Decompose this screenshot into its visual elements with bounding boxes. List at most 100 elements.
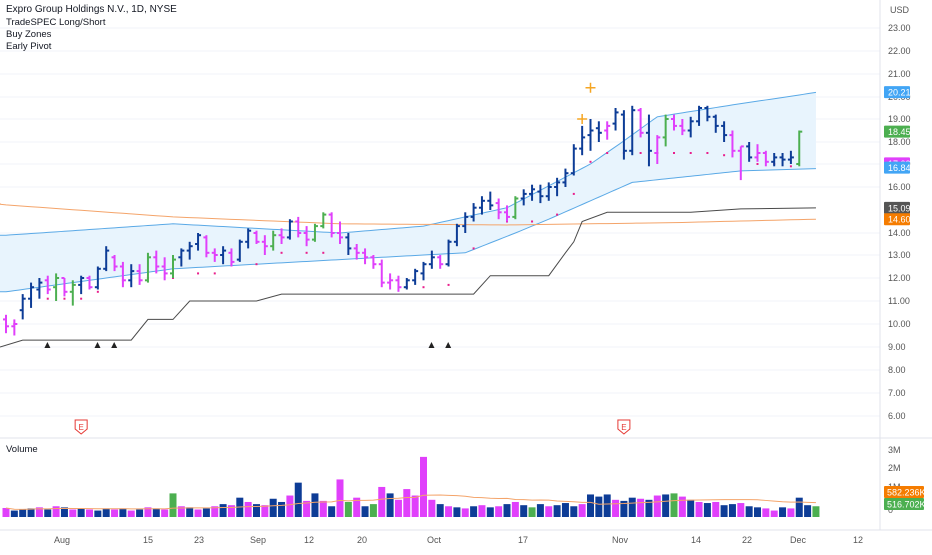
volume-bar[interactable] <box>812 506 820 517</box>
ohlc-bar[interactable] <box>654 135 661 164</box>
volume-bar[interactable] <box>244 501 252 517</box>
volume-bar[interactable] <box>478 505 486 517</box>
volume-bar[interactable] <box>294 482 302 517</box>
volume-bar[interactable] <box>495 506 503 517</box>
ohlc-bar[interactable] <box>520 189 527 206</box>
ohlc-bar[interactable] <box>662 114 669 147</box>
ohlc-bar[interactable] <box>796 130 803 167</box>
volume-bar[interactable] <box>553 505 561 517</box>
ohlc-bar[interactable] <box>712 114 719 133</box>
volume-bar[interactable] <box>453 507 461 517</box>
ohlc-bar[interactable] <box>762 150 769 167</box>
volume-bar[interactable] <box>570 506 578 517</box>
volume-bar[interactable] <box>169 493 177 517</box>
ohlc-bar[interactable] <box>704 105 711 122</box>
ohlc-bar[interactable] <box>144 252 151 283</box>
volume-bar[interactable] <box>94 510 102 517</box>
ohlc-bar[interactable] <box>170 255 176 278</box>
ohlc-bar[interactable] <box>504 205 510 222</box>
volume-bar[interactable] <box>136 509 144 517</box>
ohlc-bar[interactable] <box>128 264 135 288</box>
ohlc-bar[interactable] <box>286 219 293 240</box>
ohlc-bar[interactable] <box>3 314 9 334</box>
volume-bar[interactable] <box>119 508 127 517</box>
volume-bar[interactable] <box>369 504 377 517</box>
ohlc-bar[interactable] <box>161 257 168 281</box>
volume-bar[interactable] <box>762 508 770 517</box>
volume-bar[interactable] <box>603 494 611 517</box>
ohlc-bar[interactable] <box>428 250 435 269</box>
volume-bar[interactable] <box>278 501 286 517</box>
ohlc-bar[interactable] <box>311 223 318 242</box>
volume-bar[interactable] <box>311 493 319 517</box>
volume-label[interactable]: Volume <box>6 444 38 455</box>
ohlc-bar[interactable] <box>353 244 360 260</box>
ohlc-bar[interactable] <box>412 268 419 285</box>
ohlc-bar[interactable] <box>253 230 260 244</box>
volume-bar[interactable] <box>161 509 169 517</box>
ohlc-bar[interactable] <box>687 116 694 138</box>
ohlc-bar[interactable] <box>779 153 786 167</box>
ohlc-bar[interactable] <box>236 239 243 262</box>
ohlc-bar[interactable] <box>620 110 627 160</box>
ohlc-bar[interactable] <box>211 248 218 262</box>
volume-bar[interactable] <box>361 506 369 517</box>
ohlc-bar[interactable] <box>245 228 252 249</box>
volume-bar[interactable] <box>637 498 645 517</box>
ohlc-bar[interactable] <box>462 212 469 233</box>
ohlc-bar[interactable] <box>69 280 76 306</box>
volume-bar[interactable] <box>394 499 402 517</box>
ohlc-bar[interactable] <box>261 235 268 255</box>
volume-bar[interactable] <box>804 505 812 517</box>
volume-bar[interactable] <box>587 494 594 517</box>
ohlc-bar[interactable] <box>119 261 126 288</box>
volume-bar[interactable] <box>420 456 427 517</box>
volume-bar[interactable] <box>578 504 586 517</box>
volume-bar[interactable] <box>261 505 269 517</box>
volume-bar[interactable] <box>770 510 778 517</box>
ohlc-bar[interactable] <box>303 226 310 247</box>
volume-bar[interactable] <box>10 510 18 517</box>
ohlc-bar[interactable] <box>78 275 85 295</box>
ohlc-bar[interactable] <box>579 125 586 156</box>
ohlc-bar[interactable] <box>136 264 143 285</box>
volume-bar[interactable] <box>470 506 478 517</box>
ohlc-bar[interactable] <box>228 248 235 267</box>
ohlc-bar[interactable] <box>94 266 101 290</box>
volume-bar[interactable] <box>44 509 52 517</box>
volume-bar[interactable] <box>269 498 277 517</box>
volume-bar[interactable] <box>227 505 235 517</box>
volume-bar[interactable] <box>712 501 720 517</box>
volume-bar[interactable] <box>27 508 35 517</box>
ohlc-bar[interactable] <box>453 223 460 247</box>
volume-bar[interactable] <box>77 508 85 517</box>
ohlc-bar[interactable] <box>495 198 502 220</box>
volume-bar[interactable] <box>144 507 152 517</box>
volume-bar[interactable] <box>678 496 686 517</box>
volume-bar[interactable] <box>687 499 695 517</box>
volume-bar[interactable] <box>152 508 160 517</box>
ohlc-bar[interactable] <box>220 246 227 265</box>
ohlc-bar[interactable] <box>328 212 335 238</box>
volume-bar[interactable] <box>344 501 352 517</box>
volume-bar[interactable] <box>219 504 227 517</box>
ohlc-bar[interactable] <box>19 294 26 320</box>
volume-bar[interactable] <box>787 508 795 517</box>
volume-bar[interactable] <box>60 507 68 517</box>
ohlc-bar[interactable] <box>470 203 477 222</box>
volume-bar[interactable] <box>353 497 361 517</box>
ohlc-bar[interactable] <box>362 248 369 265</box>
ohlc-bar[interactable] <box>445 239 452 267</box>
ohlc-bar[interactable] <box>721 121 728 142</box>
ohlc-bar[interactable] <box>278 228 285 244</box>
volume-bar[interactable] <box>511 501 519 517</box>
volume-bar[interactable] <box>127 510 135 517</box>
volume-bar[interactable] <box>428 499 436 517</box>
volume-bar[interactable] <box>336 479 344 517</box>
volume-bar[interactable] <box>69 509 77 517</box>
volume-bar[interactable] <box>211 506 219 517</box>
ohlc-bar[interactable] <box>437 255 444 269</box>
volume-bar[interactable] <box>411 495 419 517</box>
ohlc-bar[interactable] <box>696 105 703 126</box>
ohlc-bar[interactable] <box>195 233 202 251</box>
